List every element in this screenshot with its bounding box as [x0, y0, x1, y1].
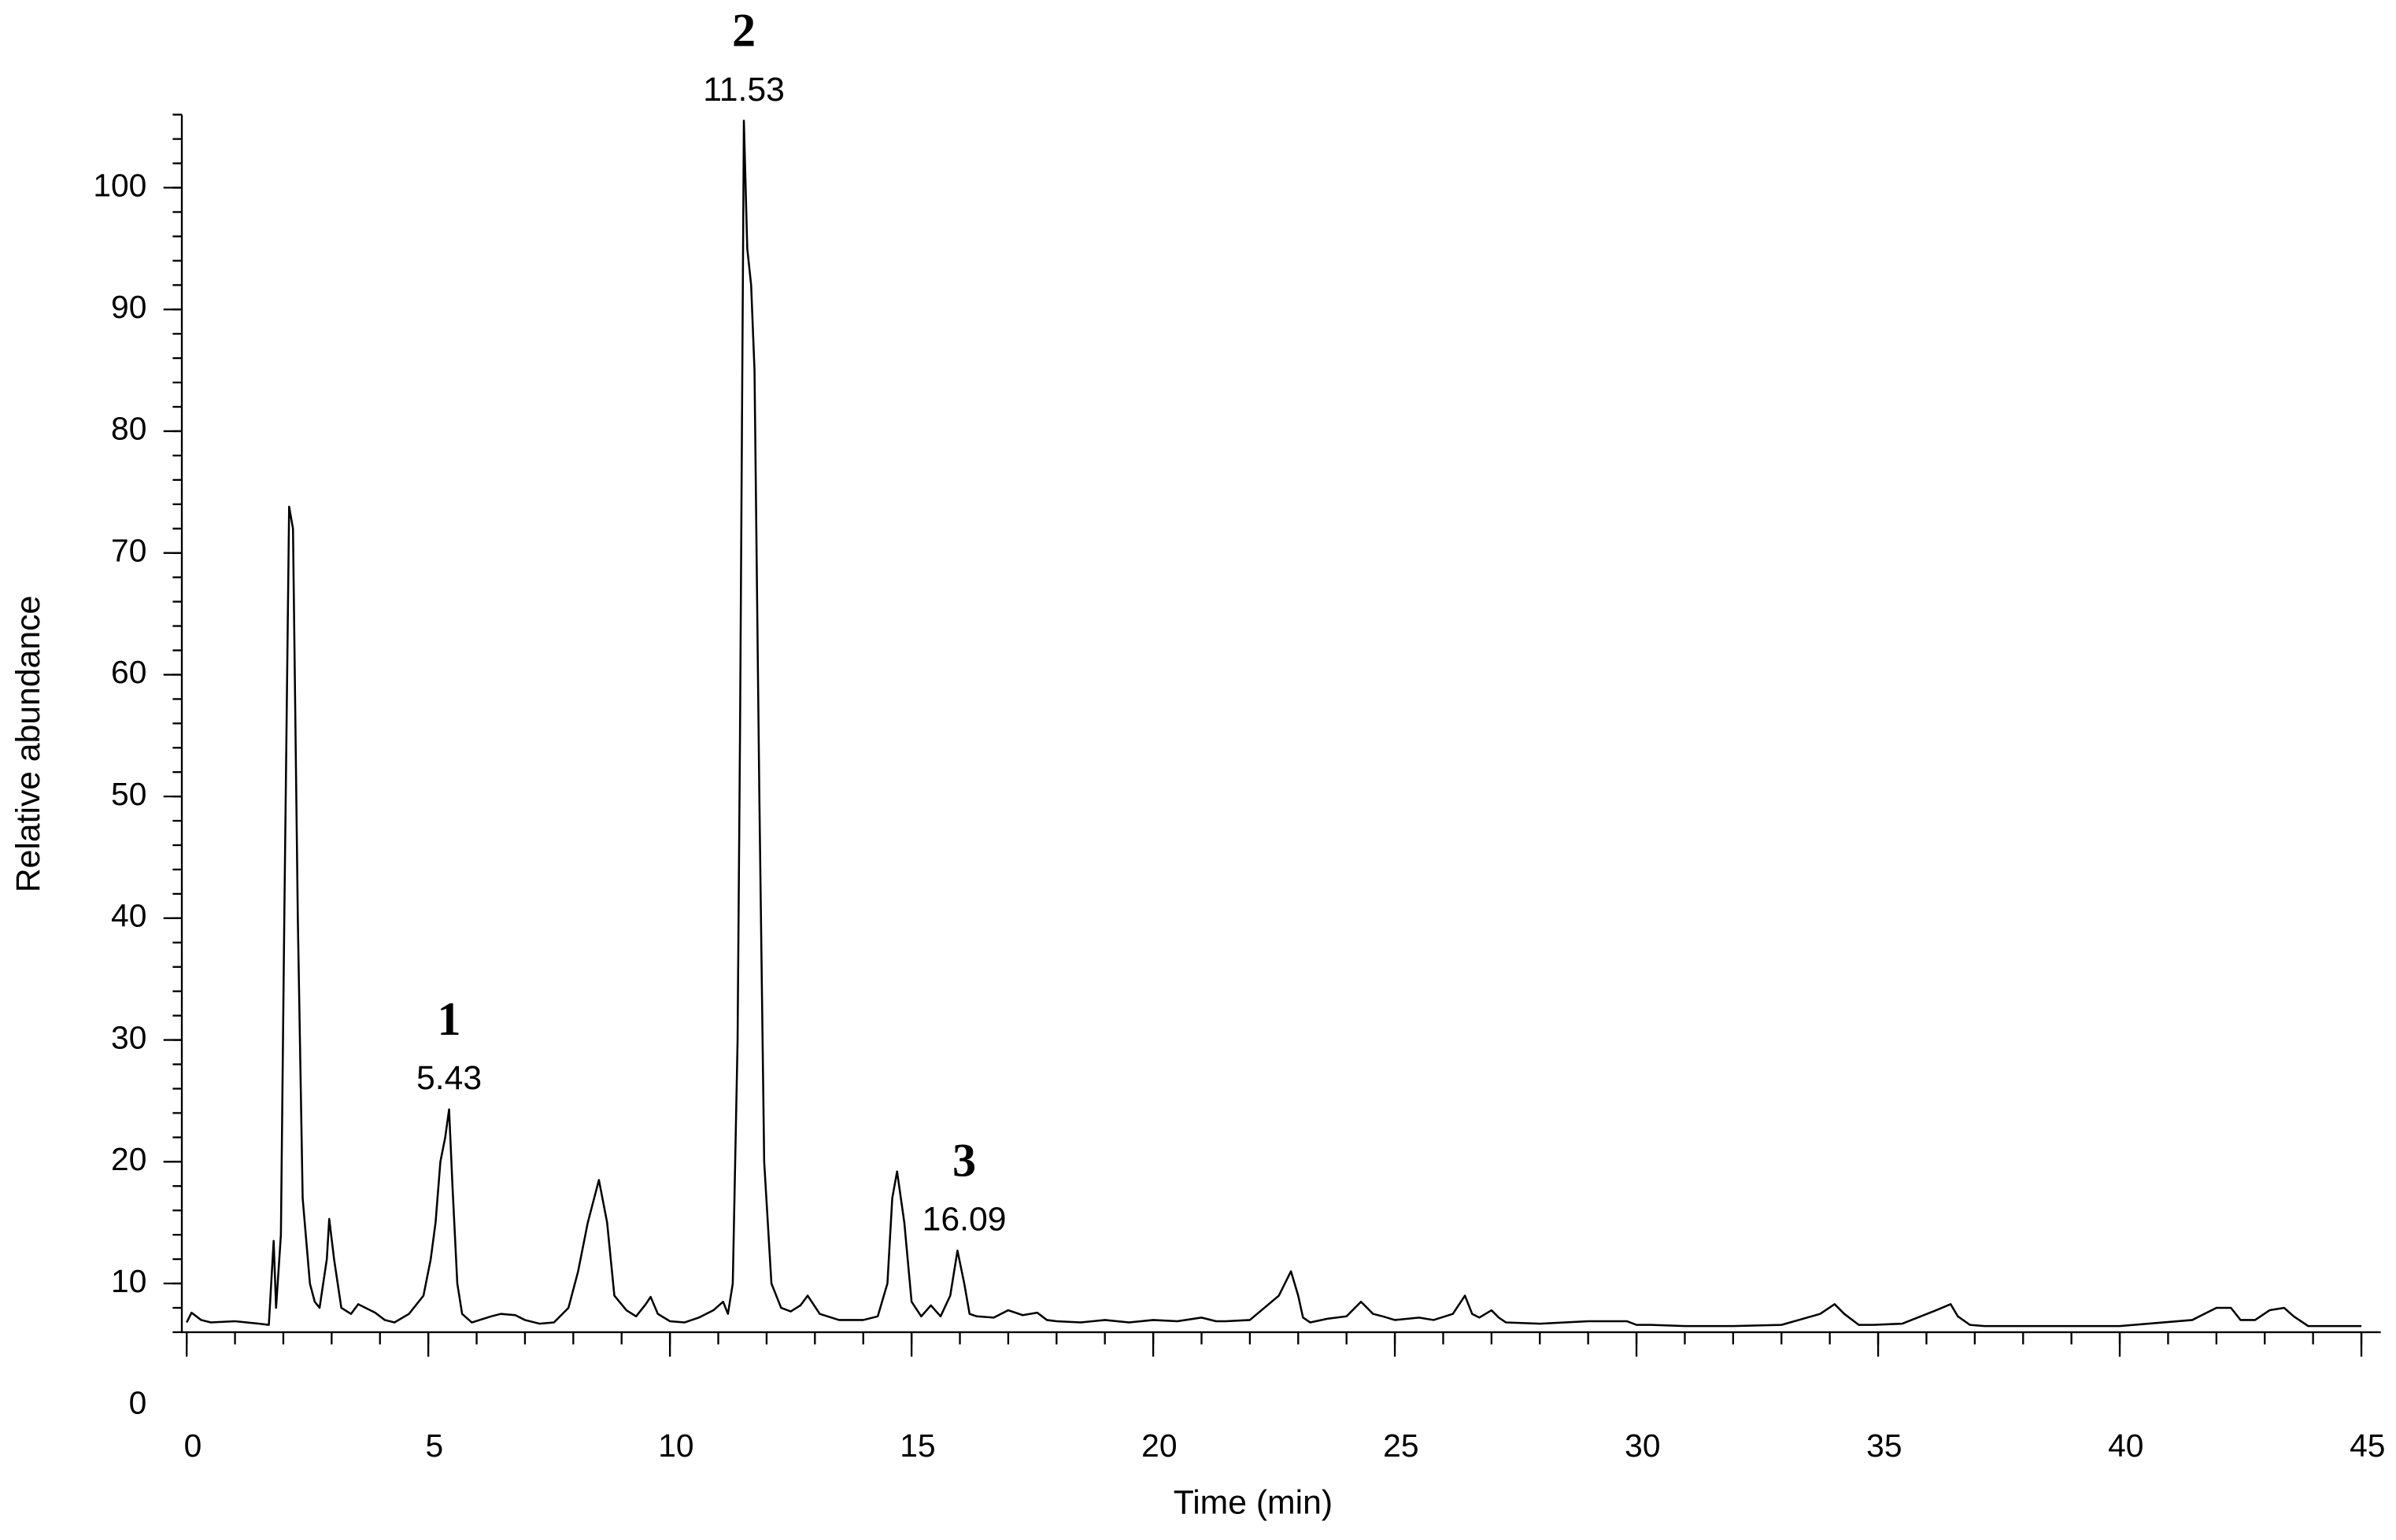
x-tick-label: 30 — [1625, 1427, 1660, 1464]
x-tick-label: 10 — [658, 1427, 693, 1464]
x-tick-label: 25 — [1383, 1427, 1418, 1464]
y-tick-label: 10 — [111, 1263, 146, 1299]
x-tick-label: 45 — [2350, 1427, 2385, 1464]
y-tick-label: 100 — [93, 167, 146, 203]
y-tick-label: 20 — [111, 1141, 146, 1177]
peak-retention-time: 16.09 — [923, 1201, 1007, 1239]
y-tick-label: 40 — [111, 898, 146, 934]
x-tick-label: 35 — [1866, 1427, 1902, 1464]
peak-number: 1 — [437, 993, 460, 1046]
x-tick-label: 40 — [2108, 1427, 2143, 1464]
y-tick-label: 0 — [129, 1385, 147, 1421]
peak-retention-time: 11.53 — [703, 71, 785, 109]
y-tick-label: 50 — [111, 776, 146, 812]
y-tick-label: 80 — [111, 411, 146, 447]
peak-number: 3 — [952, 1134, 976, 1187]
y-axis-title: Relative abundance — [9, 596, 47, 892]
x-tick-label: 0 — [184, 1427, 202, 1464]
peak-retention-time: 5.43 — [416, 1059, 482, 1097]
y-tick-label: 60 — [111, 654, 146, 690]
y-tick-label: 70 — [111, 532, 146, 568]
x-tick-label: 15 — [900, 1427, 935, 1464]
y-tick-label: 90 — [111, 289, 146, 325]
x-tick-label: 5 — [426, 1427, 444, 1464]
x-tick-label: 20 — [1141, 1427, 1177, 1464]
y-tick-label: 30 — [111, 1019, 146, 1055]
chromatogram-trace — [186, 120, 2362, 1328]
x-axis-title: Time (min) — [1174, 1484, 1333, 1522]
peak-number: 2 — [732, 5, 756, 57]
